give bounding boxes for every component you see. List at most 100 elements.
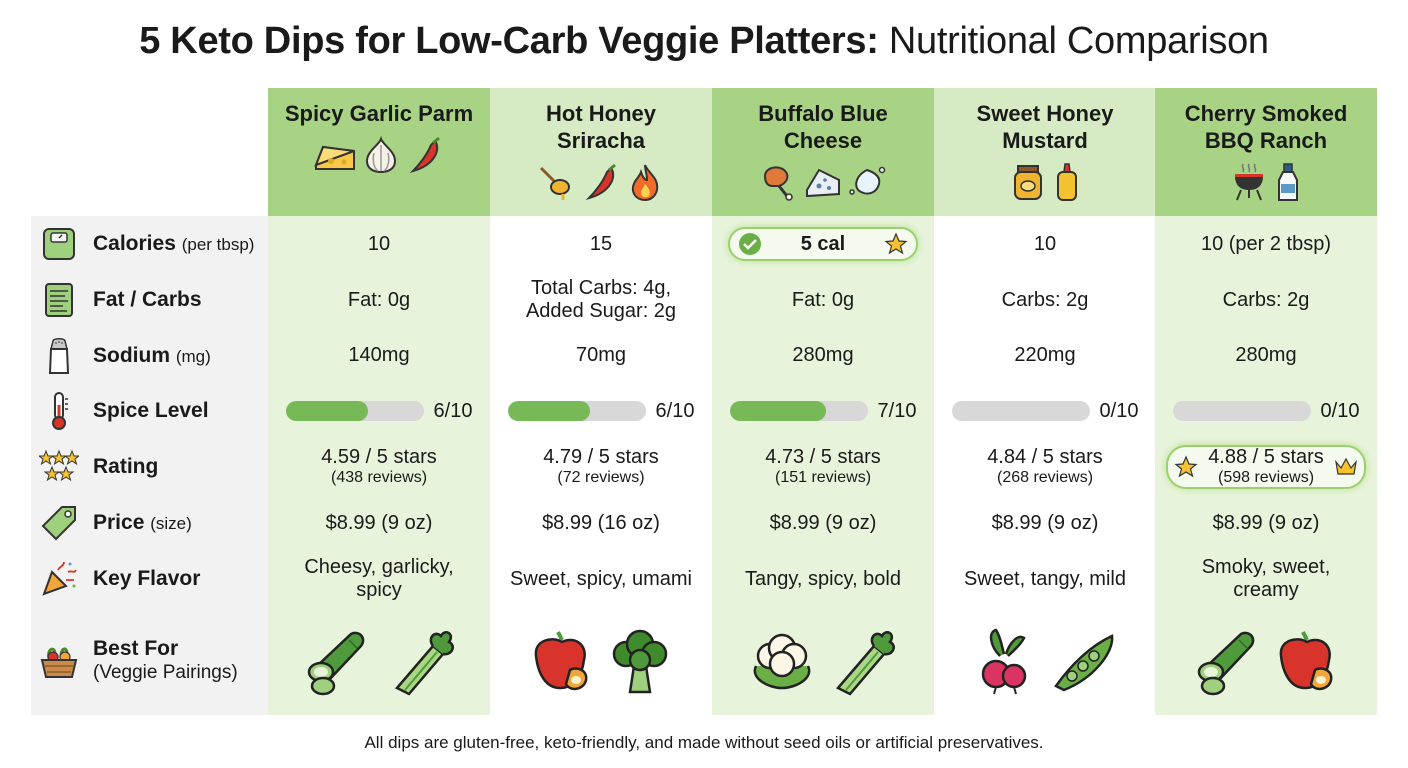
garlic-icon (365, 135, 397, 174)
value-cell: 140mg (268, 328, 490, 383)
rating-value: 4.84 / 5 stars (987, 446, 1103, 468)
spice-cell: 0/10 (1155, 383, 1377, 439)
celery-icon (395, 631, 454, 696)
value-cell: Carbs: 2g (1155, 272, 1377, 328)
row-label: Calories (93, 232, 176, 255)
row-price: Price (size) $8.99 (9 oz) $8.99 (16 oz) … (31, 495, 1377, 552)
value-cell: $8.99 (9 oz) (268, 495, 490, 551)
row-calories: Calories (per tbsp) 10 15 5 cal 10 10 (p… (31, 216, 1377, 273)
title-light: Nutritional Comparison (888, 20, 1269, 62)
ranch-bottle-icon (1278, 163, 1298, 201)
row-label-cell: Sodium (mg) (31, 328, 268, 383)
value-cell: 10 (934, 216, 1156, 272)
review-count: (438 reviews) (330, 469, 428, 486)
value-cell: $8.99 (9 oz) (934, 495, 1156, 551)
celery-icon (836, 631, 895, 696)
row-label-cell: Rating (31, 439, 268, 495)
value-cell: $8.99 (16 oz) (490, 495, 712, 551)
comparison-table: Spicy Garlic Parm Hot Honey Sriracha Buf… (31, 88, 1377, 715)
header-dip-3: Buffalo Blue Cheese (712, 88, 934, 216)
row-label-cell: Fat / Carbs (31, 272, 268, 328)
dip-name: Buffalo Blue Cheese (758, 101, 888, 153)
row-best-for: Best For (Veggie Pairings) (31, 607, 1377, 715)
spice-bar-fill (507, 401, 591, 421)
rating-value: 4.73 / 5 stars (765, 446, 881, 468)
bell-pepper-icon (534, 631, 588, 691)
spice-cell: 6/10 (490, 383, 712, 439)
review-count: (151 reviews) (774, 469, 872, 486)
veggie-cell (934, 607, 1156, 715)
snap-pea-icon (1054, 634, 1114, 692)
cucumber-icon (307, 631, 365, 696)
spice-bar (951, 401, 1090, 421)
value-cell: 220mg (934, 328, 1156, 383)
best-calories-badge: 5 cal (728, 227, 918, 261)
cauliflower-icon (753, 633, 811, 690)
header-row: Spicy Garlic Parm Hot Honey Sriracha Buf… (31, 88, 1377, 216)
veggie-basket-icon (40, 647, 78, 678)
check-circle-icon (739, 233, 761, 255)
radish-icon (981, 628, 1027, 695)
row-label-cell: Price (size) (31, 495, 268, 551)
header-dip-1: Spicy Garlic Parm (268, 88, 490, 216)
fire-icon (631, 164, 659, 202)
spice-bar-fill (729, 401, 827, 421)
value-cell: Smoky, sweet, creamy (1155, 551, 1377, 607)
dip-name: Spicy Garlic Parm (284, 101, 474, 126)
veggie-cell (490, 607, 712, 715)
row-label-cell: Key Flavor (31, 551, 268, 607)
rating-value: 4.59 / 5 stars (321, 446, 437, 468)
review-count: (268 reviews) (996, 469, 1094, 486)
row-label-cell: Spice Level (31, 383, 268, 439)
spice-bar (729, 401, 868, 421)
value-cell: 280mg (1155, 328, 1377, 383)
blue-cheese-icon (806, 168, 840, 198)
highlight-value: 5 cal (800, 232, 846, 255)
spice-bar (507, 401, 646, 421)
header-dip-5: Cherry Smoked BBQ Ranch (1155, 88, 1377, 216)
row-label: Fat / Carbs (93, 288, 202, 311)
value-cell-highlight: 4.88 / 5 stars (598 reviews) (1155, 439, 1377, 495)
value-cell: 4.59 / 5 stars (438 reviews) (268, 439, 490, 495)
value-cell: Carbs: 2g (934, 272, 1156, 328)
value-cell: 10 (268, 216, 490, 272)
review-count: (72 reviews) (557, 469, 645, 486)
spice-text: 0/10 (1320, 399, 1360, 422)
title-bold: 5 Keto Dips for Low-Carb Veggie Platters… (139, 20, 879, 62)
spice-cell: 7/10 (712, 383, 934, 439)
thermometer-icon (52, 392, 68, 430)
grill-icon (1235, 163, 1263, 201)
mustard-bottle-icon (1057, 163, 1077, 201)
honey-dipper-icon (539, 166, 570, 200)
value-cell: 15 (490, 216, 712, 272)
chili-pepper-icon (585, 163, 616, 200)
scale-icon (43, 228, 75, 260)
cheese-icon (314, 145, 355, 170)
spice-text: 7/10 (877, 399, 917, 422)
chili-pepper-icon (409, 136, 440, 173)
spice-cell: 0/10 (934, 383, 1156, 439)
value-cell: 4.84 / 5 stars (268 reviews) (934, 439, 1156, 495)
value-cell: 4.79 / 5 stars (72 reviews) (490, 439, 712, 495)
chicken-wing-icon (763, 166, 793, 201)
value-cell: Sweet, spicy, umami (490, 551, 712, 607)
value-cell: 280mg (712, 328, 934, 383)
row-label: Key Flavor (93, 567, 201, 590)
star-icon (1174, 455, 1198, 478)
header-dip-2: Hot Honey Sriracha (490, 88, 712, 216)
row-label: Sodium (93, 343, 170, 367)
honey-jar-icon (1014, 165, 1042, 200)
value-cell: 4.73 / 5 stars (151 reviews) (712, 439, 934, 495)
row-label: Rating (93, 455, 159, 478)
row-label: Price (93, 511, 145, 534)
row-sodium: Sodium (mg) 140mg 70mg 280mg 220mg 280mg (31, 328, 1377, 384)
star-icon (884, 232, 908, 255)
value-cell: $8.99 (9 oz) (712, 495, 934, 551)
value-cell-highlight: 5 cal (712, 216, 934, 272)
row-unit: (mg) (175, 346, 211, 366)
row-unit: (size) (150, 514, 192, 533)
value-cell: Cheesy, garlicky, spicy (268, 551, 490, 607)
value-cell: 70mg (490, 328, 712, 383)
value-cell: Fat: 0g (712, 272, 934, 328)
dip-name: Cherry Smoked BBQ Ranch (1184, 101, 1348, 153)
